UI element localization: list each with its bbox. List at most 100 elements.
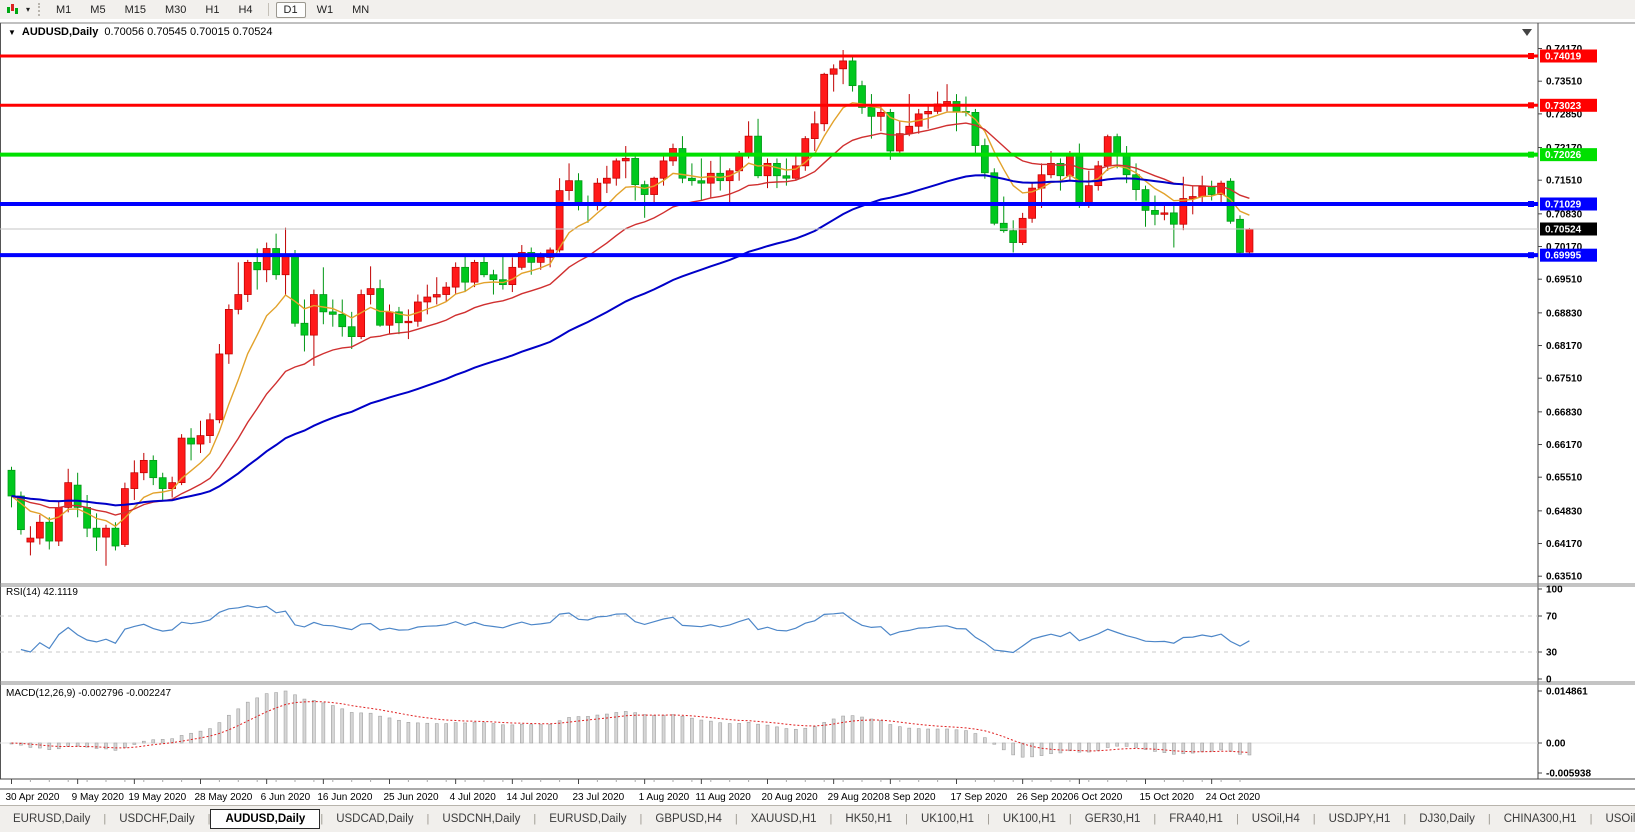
macd-histogram-bar <box>586 716 590 744</box>
macd-histogram-bar <box>756 723 760 744</box>
macd-histogram-bar <box>340 708 345 744</box>
candle-body <box>877 112 885 117</box>
chart-tab-usdcad-daily[interactable]: USDCAD,Daily <box>336 813 414 825</box>
candle-body <box>489 274 498 281</box>
line-drag-handle[interactable] <box>1528 52 1534 59</box>
line-drag-handle[interactable] <box>1528 151 1534 158</box>
chart-tab-usdcnh-daily[interactable]: USDCNH,Daily <box>442 813 521 825</box>
timeframe-button-mn[interactable]: MN <box>352 3 370 16</box>
timeframe-button-w1[interactable]: W1 <box>316 3 334 16</box>
candle-body <box>243 261 252 295</box>
candle-body <box>1132 174 1140 190</box>
line-price-label: 0.74019 <box>1545 51 1582 62</box>
chart-tab-china300-h1[interactable]: CHINA300,H1 <box>1503 813 1577 825</box>
tab-separator: | <box>1403 813 1407 825</box>
price-chart-canvas[interactable]: 0.741700.735100.728500.721700.715100.708… <box>0 19 1635 805</box>
macd-histogram-bar <box>548 724 552 744</box>
candle-body <box>1188 196 1197 199</box>
tab-separator: | <box>1235 813 1239 825</box>
timeframe-button-m5[interactable]: M5 <box>90 3 106 16</box>
candle-body <box>234 294 243 310</box>
candle-body <box>272 248 280 276</box>
macd-histogram-bar <box>642 714 647 744</box>
macd-histogram-bar <box>623 711 628 744</box>
macd-histogram-bar <box>1124 742 1129 747</box>
macd-histogram-bar <box>907 727 912 744</box>
chart-tab-fra40-h1[interactable]: FRA40,H1 <box>1169 813 1223 825</box>
macd-histogram-bar <box>491 723 496 744</box>
candle-body <box>763 162 772 177</box>
macd-histogram-bar <box>189 732 193 744</box>
chart-tab-usoil-h4[interactable]: USOil,H4 <box>1251 813 1300 825</box>
date-label: 15 Oct 2020 <box>1140 792 1195 803</box>
candle-body <box>612 160 621 179</box>
timeframe-button-d1[interactable]: D1 <box>275 1 306 18</box>
candle-body <box>1179 198 1188 225</box>
chart-tab-audusd-daily[interactable]: AUDUSD,Daily <box>210 809 321 829</box>
price-tick-label: 0.65510 <box>1546 473 1583 484</box>
candle-body <box>338 313 347 328</box>
candle-body <box>1009 230 1018 243</box>
candle-body <box>1198 186 1207 197</box>
macd-histogram-bar <box>1190 742 1195 754</box>
macd-histogram-bar <box>718 722 723 744</box>
price-tick-label: 0.66170 <box>1546 440 1583 451</box>
chart-tab-usdjpy-h1[interactable]: USDJPY,H1 <box>1328 813 1391 825</box>
chart-type-dropdown-caret[interactable]: ▾ <box>26 5 31 14</box>
candle-body <box>659 160 668 179</box>
chart-type-icon[interactable] <box>2 2 24 17</box>
chart-window: 0.741700.735100.728500.721700.715100.708… <box>0 19 1635 805</box>
date-label: 1 Aug 2020 <box>639 792 690 803</box>
macd-histogram-bar <box>614 712 619 744</box>
timeframe-button-h4[interactable]: H4 <box>238 3 253 16</box>
candle-body <box>574 180 583 204</box>
macd-histogram-bar <box>501 724 505 744</box>
candle-body <box>1236 218 1244 253</box>
macd-histogram-bar <box>1219 742 1223 751</box>
chart-tab-xauusd-h1[interactable]: XAUUSD,H1 <box>750 813 817 825</box>
date-label: 6 Jun 2020 <box>261 792 311 803</box>
macd-histogram-bar <box>160 739 165 744</box>
macd-histogram-bar <box>330 705 335 744</box>
tab-separator: | <box>734 813 738 825</box>
timeframe-button-m15[interactable]: M15 <box>124 3 146 16</box>
macd-histogram-bar <box>1030 742 1034 758</box>
line-drag-handle[interactable] <box>1528 252 1534 259</box>
chart-tab-uk100-h1[interactable]: UK100,H1 <box>1002 813 1056 825</box>
chart-tab-hk50-h1[interactable]: HK50,H1 <box>845 813 893 825</box>
candle-body <box>924 111 933 115</box>
macd-histogram-bar <box>1162 742 1167 753</box>
price-tick-label: 0.69510 <box>1546 275 1583 286</box>
macd-histogram-bar <box>699 719 704 744</box>
timeframe-button-m30[interactable]: M30 <box>164 3 187 16</box>
macd-histogram-bar <box>1172 742 1176 755</box>
macd-histogram-bar <box>992 742 997 745</box>
macd-histogram-bar <box>822 722 827 744</box>
macd-histogram-bar <box>1011 742 1016 756</box>
macd-histogram-bar <box>529 724 534 744</box>
chart-tab-eurusd-daily[interactable]: EURUSD,Daily <box>13 813 91 825</box>
chart-tab-usdchf-daily[interactable]: USDCHF,Daily <box>119 813 195 825</box>
toolbar-grip[interactable] <box>38 3 41 16</box>
price-tick-label: 0.66830 <box>1546 407 1583 418</box>
timeframe-button-m1[interactable]: M1 <box>56 3 72 16</box>
macd-histogram-bar <box>954 729 959 744</box>
candle-body <box>432 294 441 298</box>
chart-tab-gbpusd-h4[interactable]: GBPUSD,H4 <box>655 813 722 825</box>
timeframe-button-h1[interactable]: H1 <box>205 3 220 16</box>
line-drag-handle[interactable] <box>1528 201 1534 208</box>
macd-histogram-bar <box>453 722 458 744</box>
chart-tab-dj30-daily[interactable]: DJ30,Daily <box>1419 813 1475 825</box>
candle-body <box>376 288 384 326</box>
macd-histogram-bar <box>302 698 307 744</box>
chart-tab-uk100-h1[interactable]: UK100,H1 <box>920 813 974 825</box>
collapse-indicator-icon[interactable]: ▼ <box>8 27 16 37</box>
chart-shift-marker-icon[interactable] <box>1522 29 1532 36</box>
line-drag-handle[interactable] <box>1528 102 1534 109</box>
chart-tab-usoil-h1[interactable]: USOil,H1 <box>1605 813 1635 825</box>
chart-tab-eurusd-daily[interactable]: EURUSD,Daily <box>549 813 627 825</box>
candle-body <box>508 266 517 286</box>
chart-tab-ger30-h1[interactable]: GER30,H1 <box>1084 813 1141 825</box>
tab-separator: | <box>829 813 833 825</box>
rsi-tick-label: 30 <box>1546 648 1558 659</box>
